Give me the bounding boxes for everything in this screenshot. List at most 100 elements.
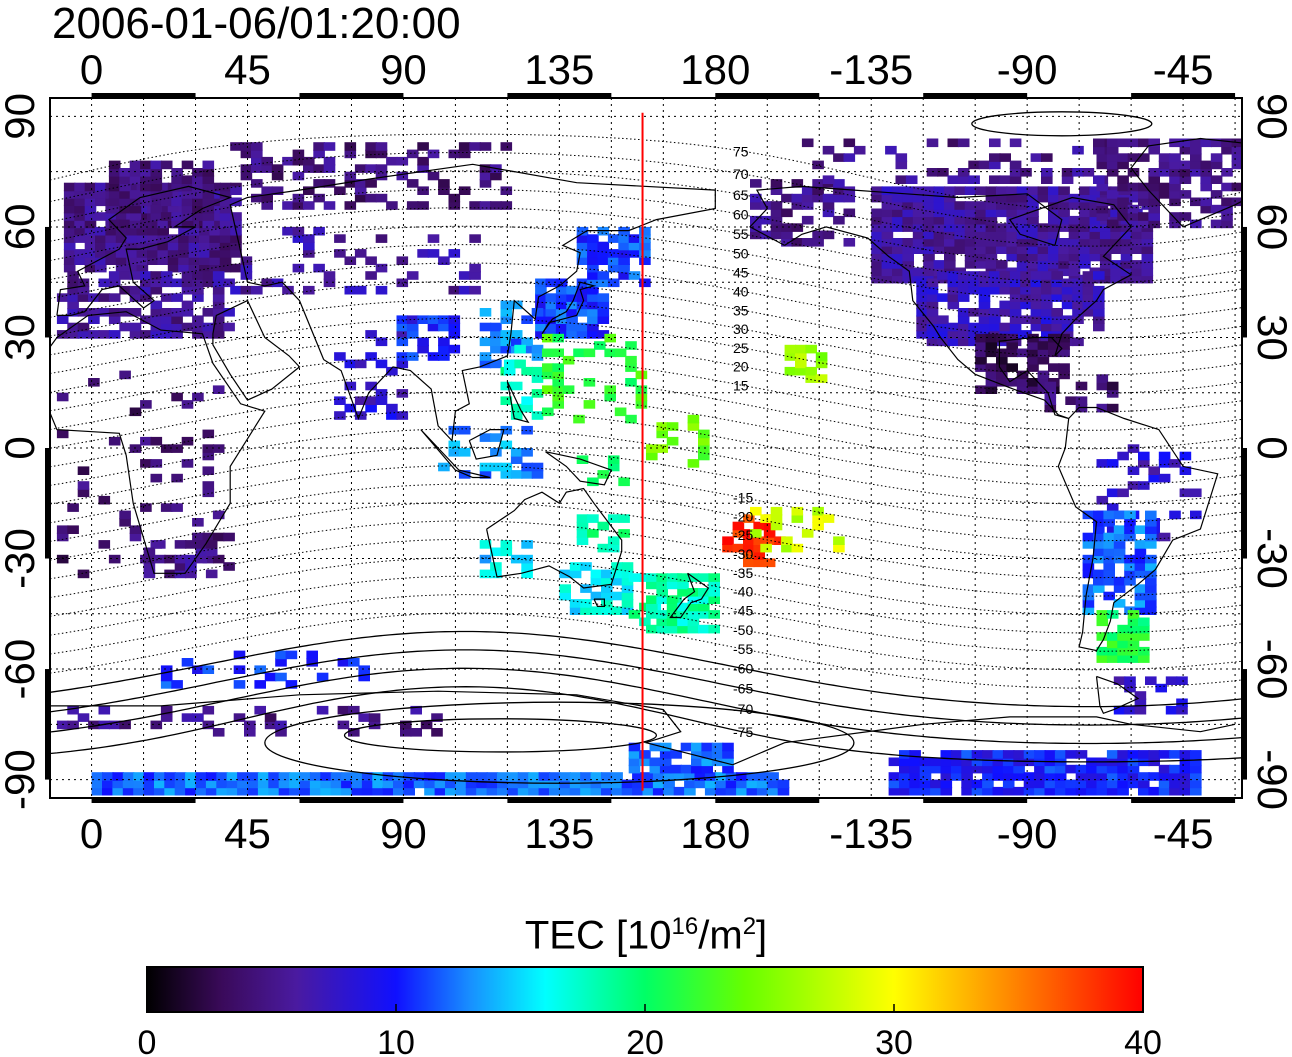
tec-cell: [940, 750, 953, 759]
tec-cell: [1169, 197, 1181, 207]
tec-cell: [770, 521, 783, 531]
tec-cell: [185, 786, 197, 796]
tec-cell: [1200, 175, 1212, 184]
tec-cell: [597, 330, 610, 339]
tec-cell: [143, 562, 156, 571]
tec-cell: [354, 193, 367, 203]
tec-cell: [1106, 403, 1119, 413]
tec-cell: [1124, 554, 1136, 564]
tec-cell: [566, 322, 578, 332]
tec-cell: [334, 249, 346, 258]
tec-cell: [292, 226, 305, 236]
magnetic-label: -50: [733, 622, 753, 638]
left-scale-bar: [45, 448, 50, 559]
tec-cell: [382, 772, 395, 781]
tec-cell: [181, 322, 194, 332]
magnetic-contour: [50, 409, 1242, 487]
tec-cell: [996, 355, 1008, 365]
tec-cell: [1124, 683, 1136, 693]
tec-cell: [438, 352, 450, 361]
tec-region-north-russia: [230, 142, 513, 210]
tec-cell: [691, 750, 703, 759]
tec-cell: [989, 285, 1001, 295]
tec-cell: [160, 503, 173, 512]
tec-cell: [1027, 186, 1039, 195]
tec-cell: [975, 186, 987, 195]
tec-cell: [1079, 238, 1091, 247]
tec-cell: [1179, 786, 1192, 796]
tec-cell: [673, 772, 686, 781]
tec-cell: [566, 315, 578, 324]
tec-cell: [576, 514, 589, 523]
tec-cell: [316, 672, 329, 682]
bottom-scale-bar: [1131, 798, 1236, 803]
tec-cell: [933, 193, 946, 203]
tec-cell: [996, 208, 1008, 218]
magnetic-contour: [50, 428, 1242, 505]
tec-cell: [129, 271, 142, 280]
tec-cell: [375, 171, 388, 181]
tec-cell: [625, 378, 637, 387]
tec-cell: [1117, 750, 1129, 759]
tec-cell: [1048, 201, 1060, 210]
tec-cell: [944, 201, 956, 210]
tec-cell: [611, 606, 623, 615]
bottom-scale-bar: [299, 798, 404, 803]
tec-cell: [912, 186, 925, 195]
tec-cell: [975, 230, 987, 240]
tec-cell: [781, 543, 793, 553]
tec-cell: [192, 285, 204, 295]
tec-cell: [1093, 145, 1105, 155]
tec-cell: [1027, 355, 1039, 365]
tec-cell: [400, 728, 412, 737]
tec-cell: [982, 772, 994, 781]
tec-cell: [559, 786, 571, 796]
tec-cell: [427, 149, 440, 159]
tec-cell: [490, 322, 502, 332]
tec-cell: [1037, 370, 1050, 380]
tec-cell: [1110, 245, 1122, 254]
tec-cell: [1242, 161, 1254, 170]
tec-cell: [95, 190, 107, 199]
tec-cell: [1145, 576, 1157, 586]
tec-cell: [358, 672, 370, 682]
tec-cell: [171, 680, 183, 689]
tec-cell: [587, 263, 599, 273]
tec-cell: [95, 263, 107, 273]
tec-cell: [108, 271, 121, 280]
tec-cell: [1221, 197, 1233, 207]
tec-cell: [1089, 245, 1102, 254]
tec-cell: [663, 772, 675, 781]
tec-cell: [677, 617, 689, 627]
tec-cell: [1158, 772, 1171, 781]
tec-cell: [1044, 764, 1057, 774]
coastline: [229, 163, 716, 442]
bottom-longitude-label: 0: [80, 810, 103, 857]
tec-cell: [698, 436, 710, 446]
tec-region-japan: [535, 278, 610, 339]
tec-cell: [1079, 230, 1091, 240]
tec-cell: [303, 241, 315, 251]
tec-cell: [1048, 238, 1060, 247]
tec-cell: [1169, 175, 1181, 184]
tec-cell: [999, 308, 1011, 317]
tec-cell: [1106, 639, 1119, 649]
tec-cell: [750, 201, 762, 210]
tec-cell: [944, 215, 956, 225]
tec-cell: [74, 182, 86, 192]
tec-cell: [126, 182, 138, 192]
tec-cell: [666, 617, 679, 627]
tec-cell: [1089, 208, 1102, 218]
tec-cell: [805, 344, 817, 354]
tec-cell: [427, 315, 440, 324]
tec-cell: [1051, 271, 1063, 280]
tec-cell: [722, 750, 734, 759]
tec-cell: [538, 786, 551, 796]
tec-cell: [164, 786, 176, 796]
tec-region-se-australia: [559, 562, 634, 615]
tec-cell: [597, 241, 610, 251]
tec-cell: [212, 278, 225, 288]
tec-cell: [1127, 138, 1140, 148]
tec-cell: [781, 193, 793, 203]
tec-cell: [625, 355, 637, 365]
